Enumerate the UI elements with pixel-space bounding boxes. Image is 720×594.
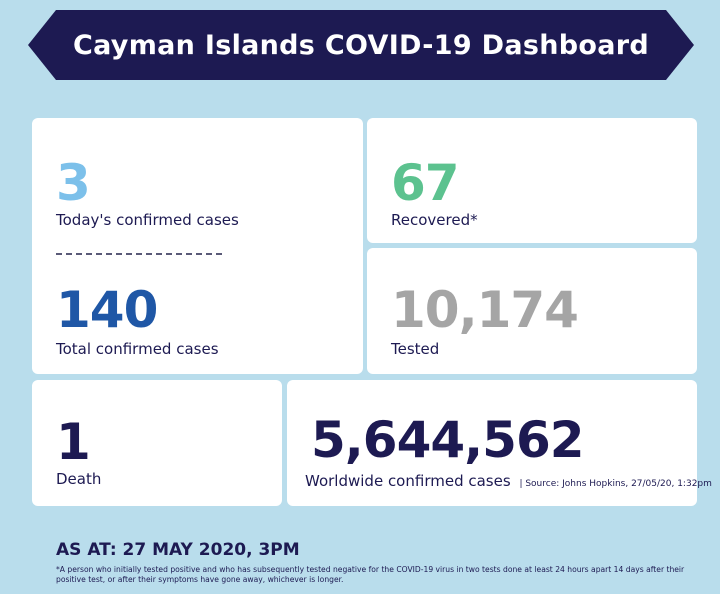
today-confirmed-value: 3: [56, 154, 91, 212]
death-label: Death: [56, 470, 102, 488]
dashboard-title: Cayman Islands COVID-19 Dashboard: [72, 29, 650, 61]
total-confirmed-label: Total confirmed cases: [56, 340, 219, 358]
confirmed-cases-card: 3 Today's confirmed cases 140 Total conf…: [32, 118, 363, 374]
recovered-label: Recovered*: [391, 211, 478, 229]
today-confirmed-label: Today's confirmed cases: [56, 211, 239, 229]
divider: [56, 253, 222, 255]
tested-card: 10,174 Tested: [367, 248, 697, 374]
death-card: 1 Death: [32, 380, 282, 506]
tested-label: Tested: [391, 340, 440, 358]
worldwide-card: 5,644,562 Worldwide confirmed cases | So…: [287, 380, 712, 506]
tested-value: 10,174: [391, 281, 579, 339]
worldwide-source: | Source: Johns Hopkins, 27/05/20, 1:32p…: [519, 479, 712, 489]
as-at-timestamp: AS AT: 27 MAY 2020, 3PM: [56, 540, 300, 560]
total-confirmed-value: 140: [56, 281, 158, 339]
recovered-card: 67 Recovered*: [367, 118, 697, 243]
worldwide-label-row: Worldwide confirmed cases | Source: John…: [305, 472, 712, 490]
worldwide-value: 5,644,562: [311, 411, 585, 469]
title-banner: Cayman Islands COVID-19 Dashboard: [28, 10, 694, 80]
recovered-value: 67: [391, 154, 460, 212]
death-value: 1: [56, 413, 91, 471]
recovered-footnote: *A person who initially tested positive …: [56, 565, 685, 584]
worldwide-label: Worldwide confirmed cases: [305, 472, 511, 490]
